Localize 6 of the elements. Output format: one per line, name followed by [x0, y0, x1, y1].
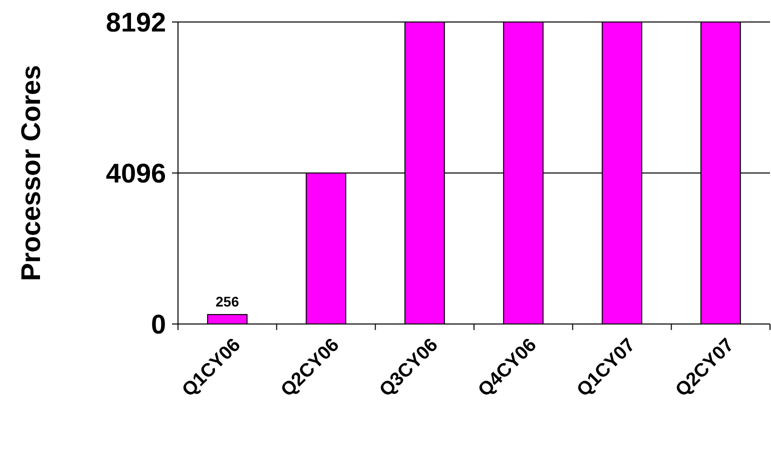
- y-tick-label: 8192: [106, 7, 166, 38]
- y-tick-label: 4096: [106, 158, 166, 188]
- bar: [207, 314, 248, 324]
- y-axis-title: Processor Cores: [16, 64, 46, 282]
- y-tick-label: 0: [150, 309, 166, 340]
- data-label: 256: [216, 294, 240, 310]
